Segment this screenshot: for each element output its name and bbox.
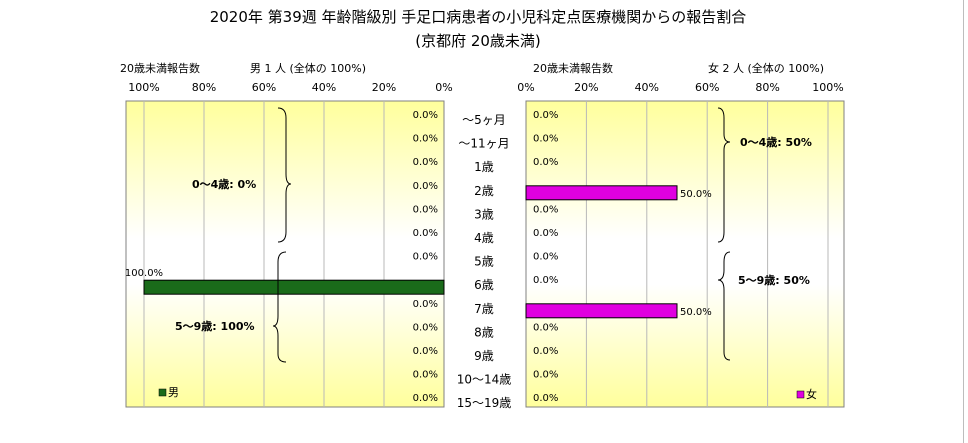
female-value-label: 0.0%	[533, 346, 558, 357]
male-value-label: 100.0%	[125, 268, 163, 279]
value-labels: 0.0% 0.0% 0.0% 0.0% 0.0% 0.0% 0.0% 50.0% 0.0% 0.0…	[125, 110, 712, 404]
right-tick-label: 0%	[517, 81, 534, 94]
right-bracket-0-4	[717, 107, 731, 243]
male-value-label: 0.0%	[413, 228, 438, 239]
age-label: 7歳	[474, 302, 494, 316]
female-value-label: 50.0%	[680, 189, 712, 200]
left-tick-label: 40%	[312, 81, 336, 94]
right-bracket-0-4-label: 0～4歳: 50%	[740, 135, 812, 149]
male-value-label: 0.0%	[413, 393, 438, 404]
legend-male-label: 男	[168, 386, 179, 399]
left-tick-label: 20%	[372, 81, 396, 94]
male-value-label: 0.0%	[413, 181, 438, 192]
female-value-label: 0.0%	[533, 252, 558, 263]
female-value-label: 0.0%	[533, 228, 558, 239]
left-count-label: 20歳未満報告数	[120, 62, 200, 75]
male-value-label: 0.0%	[413, 370, 438, 381]
left-tick-label: 80%	[192, 81, 216, 94]
right-plot-area	[525, 100, 845, 408]
age-label: 15～19歳	[457, 396, 512, 410]
right-tick-label: 100%	[812, 81, 843, 94]
age-label: 1歳	[474, 160, 494, 174]
female-value-label: 0.0%	[533, 393, 558, 404]
female-value-label: 0.0%	[533, 157, 558, 168]
age-label: 8歳	[474, 325, 494, 339]
female-bar	[525, 185, 678, 201]
left-gridlines	[143, 101, 385, 407]
male-value-label: 0.0%	[413, 346, 438, 357]
age-label: 3歳	[474, 207, 494, 221]
female-value-label: 0.0%	[533, 370, 558, 381]
age-label: ～11ヶ月	[458, 137, 509, 151]
male-value-label: 0.0%	[413, 157, 438, 168]
age-label: 10～14歳	[457, 373, 512, 387]
left-bracket-0-4-label: 0～4歳: 0%	[192, 177, 256, 191]
bars	[143, 185, 678, 319]
female-value-label: 0.0%	[533, 275, 558, 286]
left-bracket-0-4	[277, 107, 292, 243]
chart-title: 2020年 第39週 年齢階級別 手足口病患者の小児科定点医療機関からの報告割合	[210, 8, 747, 26]
right-total-label: 女 2 人 (全体の 100%)	[708, 61, 824, 75]
female-value-label: 0.0%	[533, 322, 558, 333]
left-tick-label: 100%	[128, 81, 159, 94]
right-tick-label: 80%	[755, 81, 779, 94]
legend-female-swatch	[796, 390, 805, 399]
left-bracket-5-9	[272, 251, 287, 363]
female-bar	[525, 303, 678, 319]
right-tick-label: 20%	[574, 81, 598, 94]
male-value-label: 0.0%	[413, 299, 438, 310]
left-total-label: 男 1 人 (全体の 100%)	[250, 61, 366, 75]
male-value-label: 0.0%	[413, 204, 438, 215]
left-tick-label: 0%	[435, 81, 452, 94]
legend-male-swatch	[158, 388, 167, 397]
male-bar	[143, 279, 445, 295]
male-value-label: 0.0%	[413, 252, 438, 263]
male-value-label: 0.0%	[413, 110, 438, 121]
left-bracket-5-9-label: 5～9歳: 100%	[175, 319, 255, 333]
age-labels: ～5ヶ月 ～11ヶ月 1歳 2歳 3歳 4歳 5歳 6歳 7歳 8歳 9歳 10～14歳 15～19歳	[457, 113, 512, 410]
right-gridlines	[585, 101, 829, 407]
age-label: ～5ヶ月	[462, 113, 506, 127]
legend-female-label: 女	[806, 387, 817, 401]
age-label: 2歳	[474, 184, 494, 198]
left-axis-ticks: 100% 80% 60% 40% 20% 0%	[128, 81, 452, 94]
right-tick-label: 60%	[695, 81, 719, 94]
right-bracket-5-9	[717, 251, 731, 361]
right-tick-label: 40%	[635, 81, 659, 94]
female-value-label: 0.0%	[533, 134, 558, 145]
right-axis-ticks: 0% 20% 40% 60% 80% 100%	[517, 81, 843, 94]
age-label: 9歳	[474, 349, 494, 363]
female-value-label: 50.0%	[680, 307, 712, 318]
age-label: 6歳	[474, 278, 494, 292]
male-value-label: 0.0%	[413, 322, 438, 333]
right-count-label: 20歳未満報告数	[533, 62, 613, 75]
chart-subtitle: (京都府 20歳未満)	[415, 32, 541, 50]
female-value-label: 0.0%	[533, 110, 558, 121]
age-label: 4歳	[474, 231, 494, 245]
male-value-label: 0.0%	[413, 134, 438, 145]
female-value-label: 0.0%	[533, 204, 558, 215]
left-plot-area	[125, 100, 445, 408]
right-bracket-5-9-label: 5～9歳: 50%	[738, 273, 810, 287]
left-tick-label: 60%	[252, 81, 276, 94]
age-label: 5歳	[474, 255, 494, 269]
